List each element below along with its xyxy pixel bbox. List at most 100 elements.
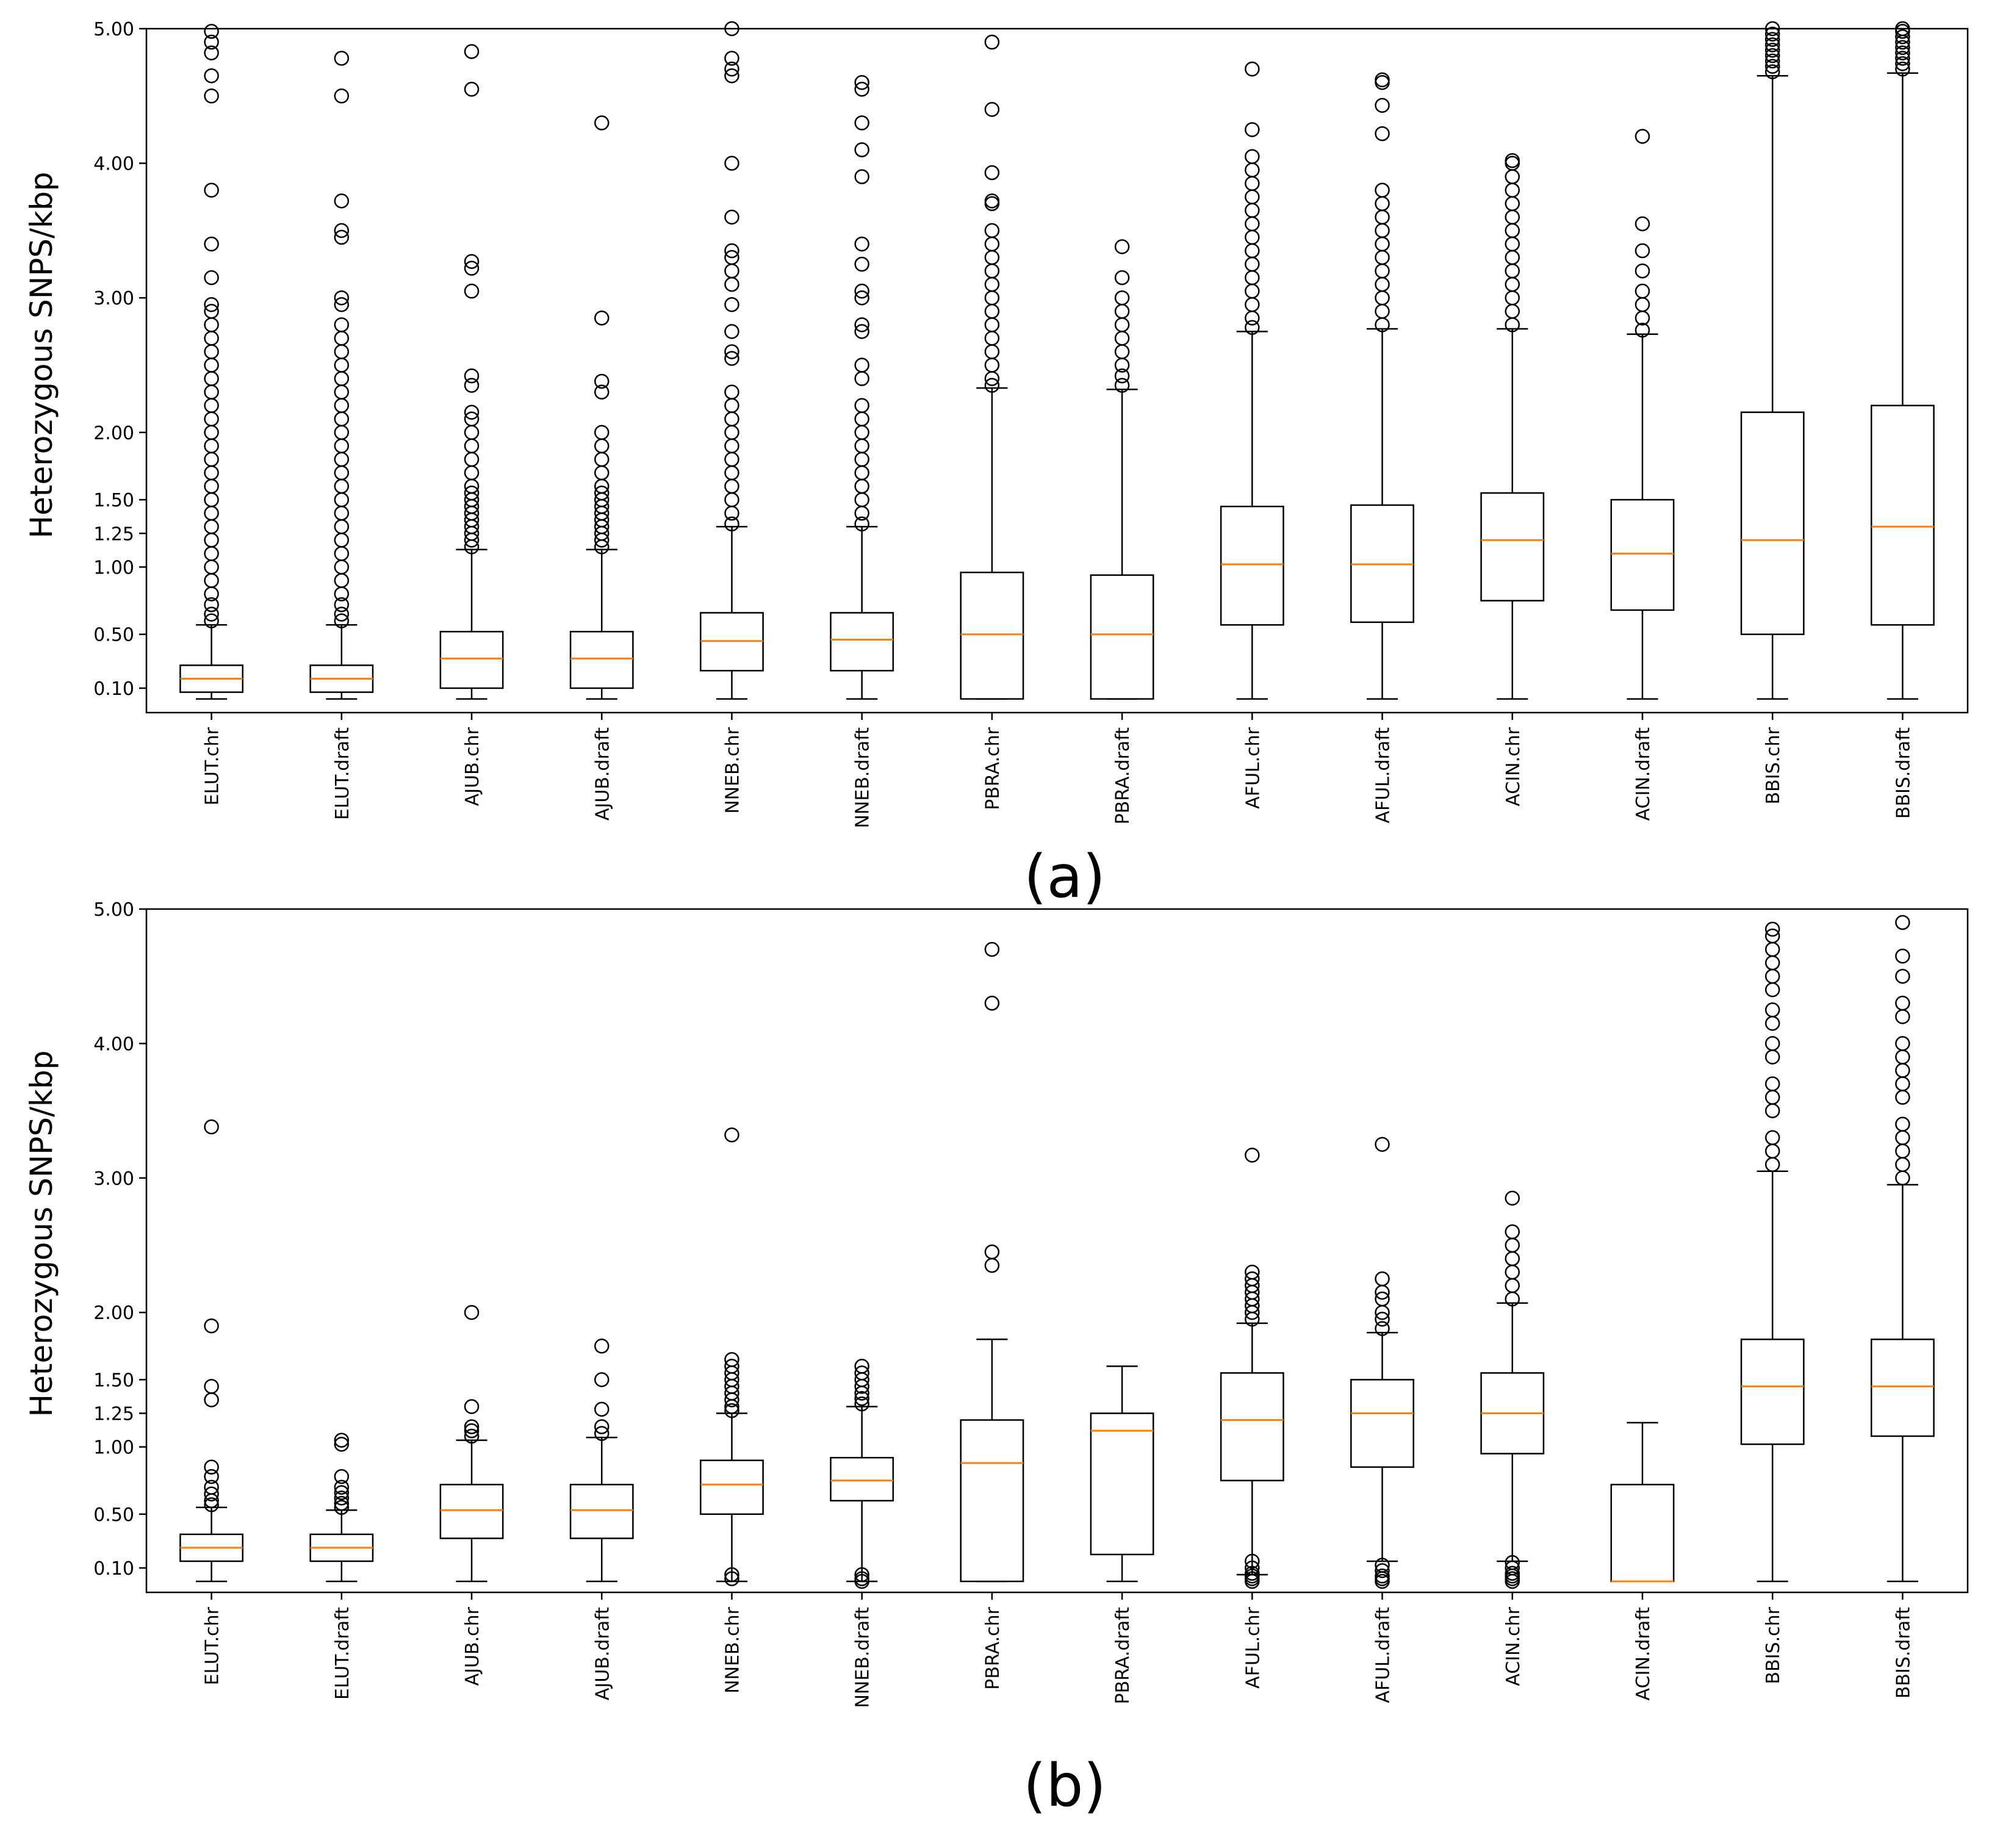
outlier-point-b [1895,1063,1910,1078]
outlier-point-a [334,51,350,66]
outlier-point-a [204,597,219,613]
outlier-point-b [204,1392,219,1408]
outlier-point-a [1764,43,1780,58]
outlier-point-b [334,1469,350,1484]
category-label-a: ACIN.chr [1503,727,1524,806]
outlier-point-b [1895,1036,1910,1051]
y-tick-label-b: 1.00 [93,1437,134,1459]
outlier-point-a [1245,243,1260,259]
box-a [1090,574,1154,700]
box-b [439,1484,504,1539]
outlier-point-a [204,384,219,400]
outlier-point-a [854,398,869,413]
outlier-point-a [464,451,480,467]
outlier-point-a [854,82,869,97]
outlier-point-b [334,1433,350,1448]
outlier-point-a [1245,203,1260,218]
y-tick-label-b: 3.00 [93,1168,134,1190]
outlier-point-a [724,351,739,366]
outlier-point-a [854,317,869,333]
plot-frame-a [145,27,1969,714]
outlier-point-a [724,250,739,265]
outlier-point-a [1505,290,1520,306]
outlier-point-a [334,478,350,494]
outlier-point-b [594,1339,610,1354]
outlier-point-a [1764,26,1780,42]
outlier-point-a [1505,209,1520,225]
outlier-point-a [334,229,350,245]
outlier-point-b [854,1567,869,1583]
outlier-point-a [1505,196,1520,212]
outlier-point-b [204,1497,219,1512]
outlier-point-b [1895,996,1910,1011]
category-label-a: AJUB.chr [462,727,483,806]
outlier-point-a [854,236,869,252]
outlier-point-a [724,451,739,467]
outlier-point-a [1635,322,1650,338]
outlier-point-b [984,1257,1000,1273]
outlier-point-b [1505,1237,1520,1253]
boxplot-panel-a: Heterozygous SNPS/kbp (a) 0.10 0.50 1.00 1.… [24,19,1969,911]
box-a [439,631,504,689]
outlier-point-a [334,331,350,346]
outlier-point-a [204,344,219,359]
outlier-point-a [724,344,739,359]
panel-label-a: (a) [1024,843,1106,911]
outlier-point-b [464,1428,480,1444]
outlier-point-a [204,519,219,534]
outlier-point-a [984,193,1000,209]
category-label-b: AJUB.draft [592,1607,613,1700]
outlier-point-a [854,465,869,481]
outlier-point-b [1375,1558,1390,1573]
outlier-point-a [594,485,610,501]
outlier-point-a [1375,223,1390,239]
outlier-point-a [1375,182,1390,198]
outlier-point-a [1245,122,1260,137]
outlier-point-a [724,156,739,171]
outlier-point-a [1114,331,1130,346]
outlier-point-a [724,384,739,400]
category-label-a: AJUB.draft [592,727,613,821]
outlier-point-a [464,82,480,97]
outlier-point-a [334,290,350,306]
outlier-point-b [1764,1002,1780,1018]
outlier-point-a [594,438,610,454]
outlier-point-a [1505,223,1520,239]
outlier-point-b [334,1485,350,1500]
outlier-point-a [204,24,219,39]
box-a [1610,498,1675,611]
outlier-point-b [1764,1103,1780,1118]
outlier-point-b [1375,1137,1390,1152]
outlier-point-a [204,398,219,413]
outlier-point-a [334,597,350,613]
outlier-point-b [1505,1224,1520,1240]
outlier-point-a [1375,98,1390,113]
category-label-a: NNEB.draft [852,727,874,829]
outlier-point-a [854,371,869,386]
category-label-b: NNEB.draft [852,1607,874,1708]
y-tick-label-b: 2.00 [93,1303,134,1324]
outlier-point-a [334,438,350,454]
outlier-point-a [984,34,1000,50]
outlier-point-a [1245,162,1260,178]
box-a [830,612,894,672]
outlier-point-a [334,358,350,373]
outlier-point-a [334,519,350,534]
outlier-point-a [854,74,869,90]
category-label-b: ACIN.chr [1503,1606,1524,1686]
outlier-point-b [1375,1291,1390,1307]
outlier-point-a [1245,311,1260,326]
outlier-point-a [334,546,350,561]
box-a [1870,404,1935,626]
boxplot-panel-b: Heterozygous SNPS/kbp (b) 0.10 0.50 1.00 1.… [24,899,1969,1820]
outlier-point-a [724,324,739,339]
outlier-point-a [854,358,869,373]
category-label-a: PBRA.draft [1112,727,1134,825]
category-label-a: BBIS.chr [1763,727,1784,804]
outlier-point-a [854,115,869,131]
outlier-point-a [334,344,350,359]
outlier-point-b [334,1490,350,1506]
outlier-point-a [464,283,480,299]
outlier-point-b [1245,1560,1260,1576]
y-tick-label-a: 4.00 [93,154,134,175]
